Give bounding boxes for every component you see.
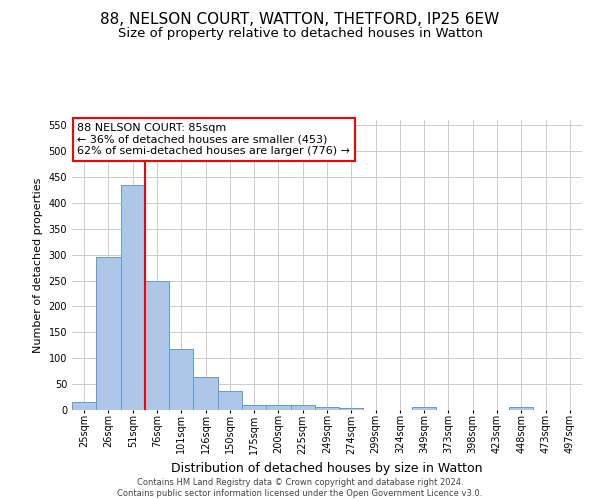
Bar — [242, 405, 266, 410]
Bar — [96, 257, 121, 410]
Bar — [290, 405, 315, 410]
Bar — [121, 184, 145, 410]
Bar — [509, 408, 533, 410]
Bar — [169, 350, 193, 410]
Text: 88 NELSON COURT: 85sqm
← 36% of detached houses are smaller (453)
62% of semi-de: 88 NELSON COURT: 85sqm ← 36% of detached… — [77, 123, 350, 156]
Text: Contains HM Land Registry data © Crown copyright and database right 2024.
Contai: Contains HM Land Registry data © Crown c… — [118, 478, 482, 498]
Bar — [218, 391, 242, 410]
Bar — [339, 408, 364, 410]
Y-axis label: Number of detached properties: Number of detached properties — [33, 178, 43, 352]
Bar — [266, 405, 290, 410]
Text: 88, NELSON COURT, WATTON, THETFORD, IP25 6EW: 88, NELSON COURT, WATTON, THETFORD, IP25… — [100, 12, 500, 28]
Bar — [193, 378, 218, 410]
Bar — [145, 280, 169, 410]
Bar — [412, 408, 436, 410]
X-axis label: Distribution of detached houses by size in Watton: Distribution of detached houses by size … — [171, 462, 483, 475]
Text: Size of property relative to detached houses in Watton: Size of property relative to detached ho… — [118, 28, 482, 40]
Bar — [72, 402, 96, 410]
Bar — [315, 408, 339, 410]
